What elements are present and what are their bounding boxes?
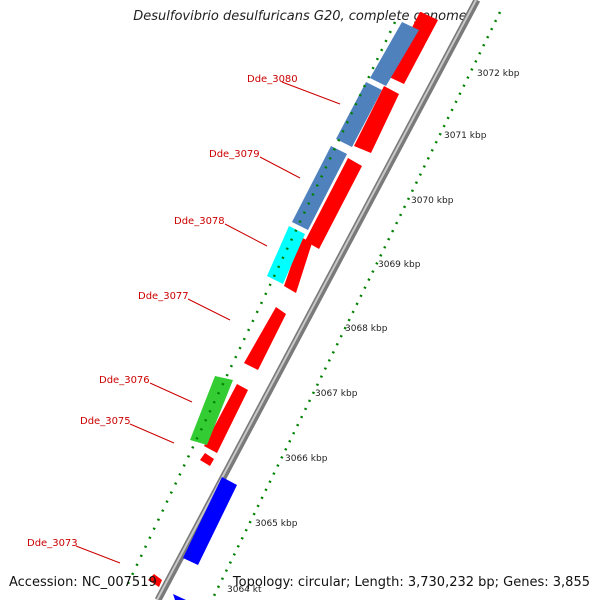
genome-backbone-highlight [156, 0, 477, 600]
scale-label: 3067 kbp [315, 389, 358, 399]
gene-label-dde-3075[interactable]: Dde_3075 [80, 416, 131, 427]
scale-label: 3064 kt [227, 585, 262, 595]
cyan-gene [267, 226, 305, 284]
forward-gene [387, 12, 438, 84]
green-gene [190, 376, 233, 445]
label-leader [187, 298, 231, 321]
scale-label: 3072 kbp [477, 69, 520, 79]
label-leader [149, 382, 193, 403]
gene-label-dde-3077[interactable]: Dde_3077 [138, 291, 189, 302]
scale-label: 3068 kbp [345, 324, 388, 334]
gene-label-dde-3080[interactable]: Dde_3080 [247, 74, 298, 85]
topology-label: Topology: circular; Length: 3,730,232 bp… [232, 575, 590, 590]
gene-label-dde-3079[interactable]: Dde_3079 [209, 149, 260, 160]
deep-blue-gene [183, 477, 237, 565]
scale-label: 3066 kbp [285, 454, 328, 464]
scale-label: 3070 kbp [411, 196, 454, 206]
forward-gene [354, 86, 399, 153]
label-leader [75, 545, 121, 564]
forward-gene [284, 237, 312, 293]
forward-gene [244, 307, 286, 370]
scale-ticks [210, 11, 502, 600]
label-leader [259, 156, 301, 179]
forward-gene [148, 574, 162, 587]
reverse-gene [336, 82, 382, 147]
map-title: Desulfovibrio desulfuricans G20, complet… [133, 9, 467, 24]
gene-label-dde-3076[interactable]: Dde_3076 [99, 375, 150, 386]
accession-label: Accession: NC_007519 [9, 575, 157, 590]
scale-label: 3069 kbp [378, 260, 421, 270]
forward-gene [204, 384, 248, 453]
forward-gene [305, 158, 362, 249]
forward-gene [200, 453, 214, 466]
deep-blue-gene [173, 594, 186, 600]
gene-label-dde-3078[interactable]: Dde_3078 [174, 216, 225, 227]
scale-label: 3071 kbp [444, 131, 487, 141]
reverse-gene [370, 22, 419, 86]
label-leader [129, 423, 175, 444]
gene-label-dde-3073[interactable]: Dde_3073 [27, 538, 78, 549]
reverse-gene [292, 146, 347, 230]
label-leader [281, 81, 341, 105]
scale-label: 3065 kbp [255, 519, 298, 529]
label-leader [224, 223, 268, 247]
